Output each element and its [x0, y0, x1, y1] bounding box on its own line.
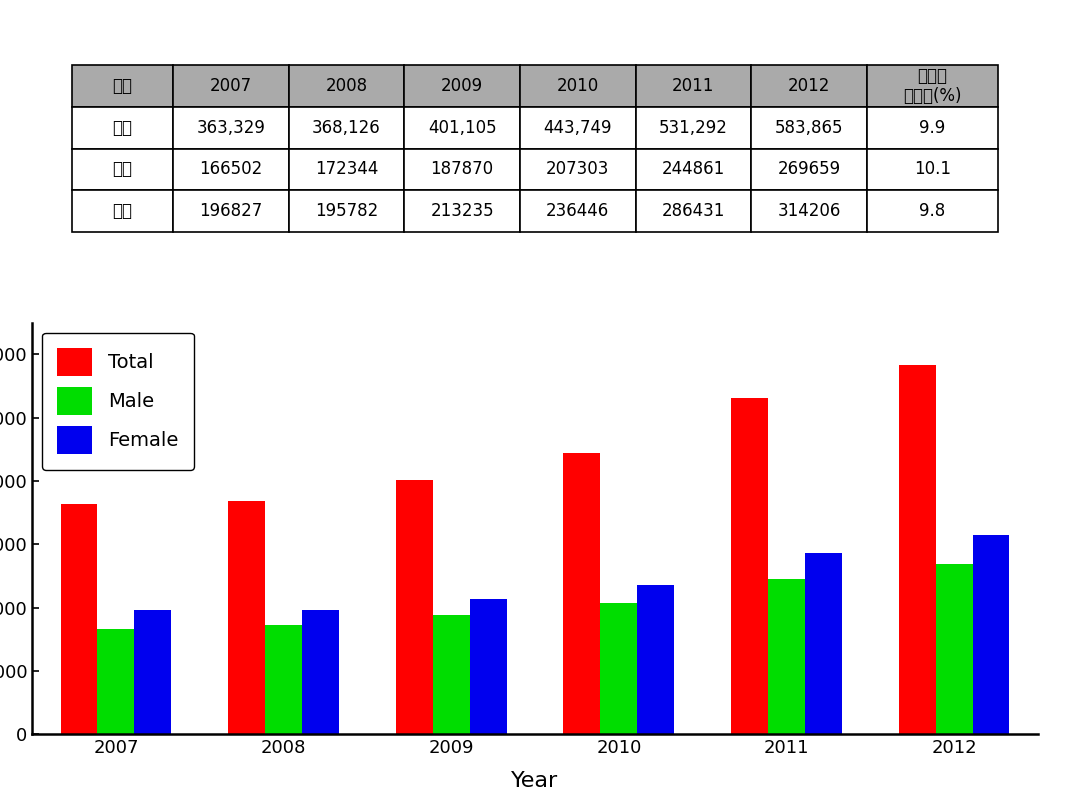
Bar: [302, 610, 339, 734]
Bar: [61, 504, 97, 734]
Bar: [899, 365, 935, 734]
Bar: [396, 480, 432, 734]
Bar: [470, 599, 506, 734]
X-axis label: Year: Year: [511, 771, 559, 791]
Bar: [228, 501, 265, 734]
Bar: [97, 629, 135, 734]
Bar: [973, 535, 1009, 734]
Bar: [432, 615, 470, 734]
Bar: [731, 398, 768, 734]
Bar: [935, 563, 973, 734]
Bar: [600, 603, 638, 734]
Legend: Total, Male, Female: Total, Male, Female: [42, 333, 194, 469]
Bar: [638, 584, 674, 734]
Bar: [135, 610, 171, 734]
Bar: [564, 453, 600, 734]
Bar: [768, 579, 805, 734]
Bar: [265, 625, 302, 734]
Bar: [805, 553, 842, 734]
